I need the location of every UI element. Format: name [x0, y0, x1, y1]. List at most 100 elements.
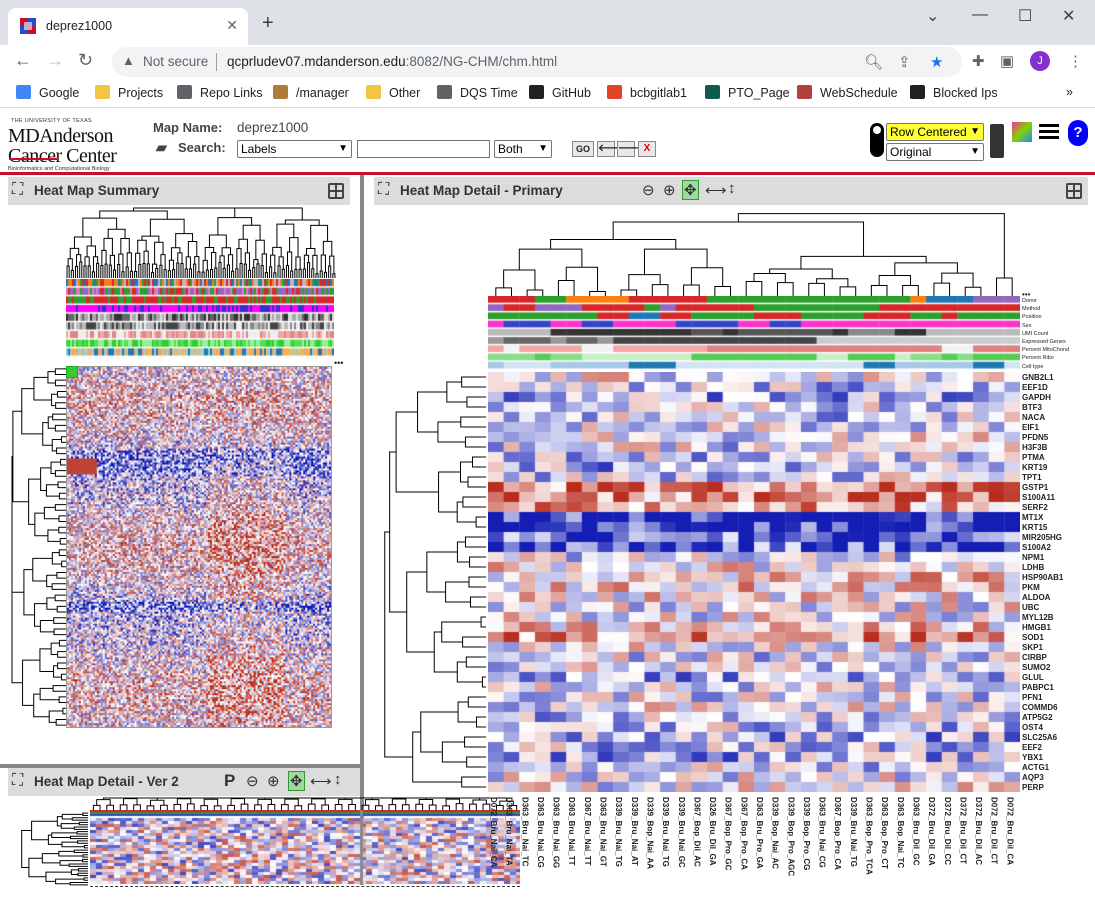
row-label[interactable]: ATP5G2: [1022, 713, 1053, 722]
column-label[interactable]: D363_Bru_Nai_GT: [598, 797, 608, 867]
bookmark-blocked-ips[interactable]: Blocked Ips: [910, 85, 998, 100]
browser-tab[interactable]: deprez1000 ✕: [8, 8, 248, 45]
flick-arrows-icon[interactable]: [990, 124, 1004, 158]
row-label[interactable]: ACTG1: [1022, 763, 1050, 772]
share-icon[interactable]: ⇪: [898, 54, 911, 71]
column-label[interactable]: D367_Bop_Pro_GC: [723, 797, 733, 871]
row-label[interactable]: KRT15: [1022, 523, 1048, 532]
detail-row-dendrogram[interactable]: [374, 372, 486, 792]
search-axis-select[interactable]: Both ▼: [494, 140, 552, 158]
row-label[interactable]: HSP90AB1: [1022, 573, 1064, 582]
column-label[interactable]: D363_Bop_Pro_CT: [880, 797, 890, 870]
bookmark-dqs-time[interactable]: DQS Time: [437, 85, 518, 100]
column-label[interactable]: D339_Bru_Nai_TG: [614, 797, 624, 867]
ver2-column-dendrogram[interactable]: [90, 796, 520, 810]
column-label[interactable]: D363_Bop_Nai_TC: [895, 797, 905, 869]
zoom-out-icon[interactable]: ⊖: [246, 773, 259, 790]
detail-covariate-bars[interactable]: [488, 296, 1020, 370]
new-tab-icon[interactable]: +: [262, 12, 274, 34]
column-label[interactable]: D372_Bru_Dil_GA: [927, 797, 937, 866]
covariate-label[interactable]: Position: [1022, 314, 1042, 321]
profile-avatar[interactable]: J: [1030, 51, 1050, 71]
row-label[interactable]: HMGB1: [1022, 623, 1051, 632]
row-label[interactable]: SLC25A6: [1022, 733, 1058, 742]
zoom-icon[interactable]: 🔍︎: [864, 54, 884, 71]
summary-heatmap[interactable]: [66, 366, 332, 728]
row-label[interactable]: MYL12B: [1022, 613, 1054, 622]
maximize-icon[interactable]: ☐: [1018, 8, 1033, 25]
row-label[interactable]: S100A11: [1022, 493, 1055, 502]
detail-column-dendrogram[interactable]: [488, 206, 1020, 296]
row-label[interactable]: SOD1: [1022, 633, 1044, 642]
expand-icon[interactable]: ⛶: [378, 181, 390, 198]
column-label[interactable]: D363_Bru_Nai_CG: [535, 797, 545, 868]
column-label[interactable]: D363_Bru_Nai_TA: [504, 797, 514, 866]
vertical-ribbon-icon[interactable]: ↕: [728, 180, 736, 197]
column-label[interactable]: D367_Bop_Pro_CA: [739, 797, 749, 870]
full-map-view-icon[interactable]: ✥: [288, 771, 305, 791]
column-label[interactable]: D372_Bru_Dil_AC: [974, 797, 984, 866]
vertical-ribbon-icon[interactable]: ↕: [334, 771, 342, 788]
covariate-label[interactable]: Cell type: [1022, 363, 1044, 370]
row-label[interactable]: NACA: [1022, 413, 1046, 422]
row-label[interactable]: PKM: [1022, 583, 1040, 592]
column-label[interactable]: D326_Bru_Dil_GA: [708, 797, 718, 866]
row-label[interactable]: EEF2: [1022, 743, 1043, 752]
search-input[interactable]: [357, 140, 490, 158]
row-label[interactable]: OST4: [1022, 723, 1043, 732]
reload-icon[interactable]: ↻: [78, 50, 94, 70]
covariate-label[interactable]: Donor: [1022, 298, 1037, 304]
column-label[interactable]: D339_Bru_Nai_GC: [676, 797, 686, 868]
column-label[interactable]: D363_Bru_Nai_TC: [520, 797, 530, 867]
minimize-icon[interactable]: —: [972, 6, 988, 23]
folder-icon[interactable]: ▰: [156, 139, 167, 155]
tab-close-icon[interactable]: ✕: [226, 17, 238, 33]
column-label[interactable]: D367_Bop_Dil_AC: [692, 797, 702, 867]
bookmark-github[interactable]: GitHub: [529, 85, 591, 100]
covariate-label[interactable]: Expressed Genes: [1022, 339, 1066, 345]
row-label[interactable]: NPM1: [1022, 553, 1045, 562]
bookmark-pto-page[interactable]: PTO_Page: [705, 85, 790, 100]
flick-toggle[interactable]: [870, 123, 884, 157]
extensions-icon[interactable]: ✚: [972, 53, 985, 70]
detail-more-icon[interactable]: •••: [1022, 290, 1031, 299]
column-label[interactable]: D072_Bru_Dil_CA: [1005, 797, 1015, 866]
row-label[interactable]: S100A2: [1022, 543, 1051, 552]
row-label[interactable]: SERF2: [1022, 503, 1048, 512]
search-prev-button[interactable]: 🡐: [597, 141, 625, 157]
row-label[interactable]: EIF1: [1022, 423, 1039, 432]
row-label[interactable]: YBX1: [1022, 753, 1043, 762]
browser-menu-icon[interactable]: ⋮: [1068, 53, 1083, 70]
column-label[interactable]: D363_Bru_Dil_GC: [911, 797, 921, 866]
column-label[interactable]: D339_Bop_Pro_AGC: [786, 797, 796, 877]
search-next-button[interactable]: 🡒: [617, 141, 645, 157]
column-label[interactable]: D363_Bru_Nai_CG: [817, 797, 827, 868]
color-scheme-select[interactable]: Row Centered ▼: [886, 123, 984, 141]
summary-row-dendrogram[interactable]: [10, 366, 66, 728]
column-label[interactable]: D072_Bru_Dil_CT: [989, 797, 999, 865]
panel-layout-icon[interactable]: [328, 183, 344, 199]
zoom-in-icon[interactable]: ⊕: [267, 773, 280, 790]
horizontal-ribbon-icon[interactable]: ⟷: [705, 182, 727, 199]
bookmark-projects[interactable]: Projects: [95, 85, 163, 100]
forward-arrow-icon[interactable]: →: [46, 50, 64, 70]
covariate-label[interactable]: Sex: [1022, 322, 1032, 329]
chevron-down-icon[interactable]: ⌄: [926, 8, 940, 25]
bookmarks-overflow-icon[interactable]: »: [1066, 85, 1073, 99]
column-label[interactable]: D363_Bru_Nai_GG: [551, 797, 561, 869]
column-label[interactable]: D339_Bop_Nai_AC: [770, 797, 780, 870]
row-label[interactable]: PABPC1: [1022, 683, 1054, 692]
horizontal-ribbon-icon[interactable]: ⟷: [310, 773, 332, 790]
go-button[interactable]: GO: [572, 141, 594, 157]
summary-column-dendrogram[interactable]: [66, 206, 336, 278]
column-label[interactable]: D072_Bru_Nai_CA: [489, 797, 498, 868]
row-label[interactable]: KRT19: [1022, 463, 1048, 472]
covariate-label[interactable]: UMI Count: [1022, 330, 1049, 337]
row-label[interactable]: COMMD6: [1022, 703, 1058, 712]
bookmark-bcbgitlab1[interactable]: bcbgitlab1: [607, 85, 687, 100]
bookmark-webschedule[interactable]: WebSchedule: [797, 85, 898, 100]
hamburger-menu-icon[interactable]: [1039, 124, 1059, 140]
color-palette-icon[interactable]: [1012, 122, 1032, 142]
bookmark-manager[interactable]: /manager: [273, 85, 349, 100]
ver2-row-dendrogram[interactable]: [8, 812, 88, 886]
